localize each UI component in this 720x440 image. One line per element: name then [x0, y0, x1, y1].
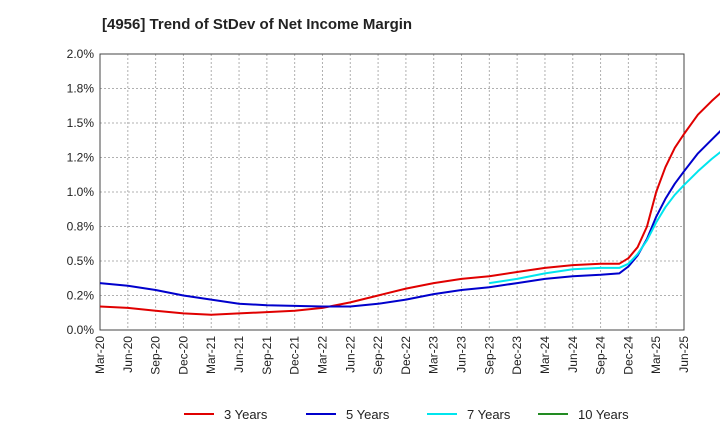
legend-swatch	[306, 413, 336, 415]
x-tick-label: Dec-22	[399, 336, 413, 375]
x-tick-label: Jun-23	[455, 336, 469, 373]
x-tick-label: Mar-23	[427, 336, 441, 374]
y-tick-label: 0.8%	[67, 220, 95, 234]
x-tick-label: Mar-24	[538, 336, 552, 374]
y-tick-label: 1.8%	[67, 82, 95, 96]
x-tick-label: Sep-20	[149, 336, 163, 375]
y-tick-label: 1.5%	[67, 116, 95, 130]
chart-legend: 3 Years 5 Years 7 Years 10 Years	[0, 404, 720, 424]
x-tick-label: Sep-21	[260, 336, 274, 375]
legend-label: 3 Years	[224, 406, 268, 422]
chart-title: [4956] Trend of StDev of Net Income Marg…	[102, 16, 413, 33]
x-tick-label: Sep-22	[371, 336, 385, 375]
x-tick-label: Dec-24	[621, 336, 635, 375]
x-tick-label: Jun-25	[677, 336, 691, 373]
legend-item: 10 Years	[538, 404, 629, 424]
legend-swatch	[538, 413, 568, 415]
x-tick-label: Mar-22	[315, 336, 329, 374]
x-tick-label: Jun-24	[566, 336, 580, 373]
x-tick-label: Jun-21	[232, 336, 246, 373]
x-tick-label: Jun-22	[343, 336, 357, 373]
x-tick-label: Dec-21	[288, 336, 302, 375]
legend-label: 5 Years	[346, 406, 390, 422]
x-tick-label: Mar-25	[649, 336, 663, 374]
legend-label: 7 Years	[467, 406, 511, 422]
legend-item: 7 Years	[427, 404, 510, 424]
legend-swatch	[427, 413, 457, 415]
x-tick-label: Sep-24	[594, 336, 608, 375]
x-tick-label: Dec-20	[176, 336, 190, 375]
series-line	[489, 151, 720, 285]
x-tick-label: Jun-20	[121, 336, 135, 373]
legend-item: 5 Years	[306, 404, 389, 424]
y-tick-label: 1.2%	[67, 151, 95, 165]
legend-swatch	[184, 413, 214, 415]
y-tick-label: 0.0%	[67, 323, 95, 337]
series-line	[99, 130, 720, 308]
y-tick-label: 0.2%	[67, 289, 95, 303]
plot-border	[99, 53, 685, 331]
legend-item: 3 Years	[184, 404, 267, 424]
x-tick-label: Mar-20	[93, 336, 107, 374]
y-tick-label: 2.0%	[67, 47, 95, 61]
y-tick-label: 1.0%	[67, 185, 95, 199]
series-line	[99, 92, 720, 316]
x-tick-label: Dec-23	[510, 336, 524, 375]
y-tick-label: 0.5%	[67, 254, 95, 268]
legend-label: 10 Years	[578, 406, 629, 422]
x-tick-label: Sep-23	[482, 336, 496, 375]
x-tick-label: Mar-21	[204, 336, 218, 374]
